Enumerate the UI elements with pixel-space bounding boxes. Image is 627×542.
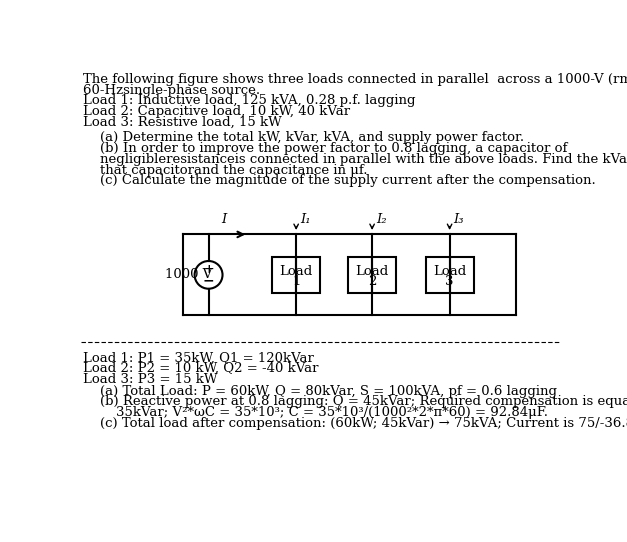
Bar <box>348 257 396 293</box>
Bar <box>426 257 473 293</box>
Text: (b) In order to improve the power factor to 0.8 lagging, a capacitor of: (b) In order to improve the power factor… <box>100 142 567 155</box>
Text: I: I <box>221 212 226 225</box>
Text: that capacitorand the capacitance in μf.: that capacitorand the capacitance in μf. <box>100 164 367 177</box>
Text: Load: Load <box>280 264 313 278</box>
Text: 3: 3 <box>445 275 454 288</box>
Text: I₃: I₃ <box>453 212 464 225</box>
Text: 1: 1 <box>292 275 300 288</box>
Text: I₁: I₁ <box>300 212 310 225</box>
Text: 35kVar; V²*ωC = 35*10³; C = 35*10³/(1000²*2*π*60) = 92.84μF.: 35kVar; V²*ωC = 35*10³; C = 35*10³/(1000… <box>115 406 547 419</box>
Text: 60-Hzsingle-phase source.: 60-Hzsingle-phase source. <box>83 83 260 96</box>
Text: 2: 2 <box>368 275 376 288</box>
Text: −: − <box>203 273 214 287</box>
Text: (c) Calculate the magnitude of the supply current after the compensation.: (c) Calculate the magnitude of the suppl… <box>100 175 596 188</box>
Text: 1000 V: 1000 V <box>165 268 213 281</box>
Text: Load: Load <box>356 264 389 278</box>
Text: Load: Load <box>433 264 466 278</box>
Text: Load 1: P1 = 35kW, Q1 = 120kVar: Load 1: P1 = 35kW, Q1 = 120kVar <box>83 351 314 364</box>
Bar <box>272 257 320 293</box>
Text: Load 3: Resistive load, 15 kW: Load 3: Resistive load, 15 kW <box>83 116 282 129</box>
Text: I₂: I₂ <box>376 212 387 225</box>
Text: (a) Determine the total kW, kVar, kVA, and supply power factor.: (a) Determine the total kW, kVar, kVA, a… <box>100 131 524 144</box>
Text: (b) Reactive power at 0.8 lagging: Q = 45kVar; Required compensation is equal to: (b) Reactive power at 0.8 lagging: Q = 4… <box>100 395 627 408</box>
Text: Load 2: Capacitive load, 10 kW, 40 kVar: Load 2: Capacitive load, 10 kW, 40 kVar <box>83 105 350 118</box>
Text: The following figure shows three loads connected in parallel  across a 1000-V (r: The following figure shows three loads c… <box>83 73 627 86</box>
Text: +: + <box>203 263 214 276</box>
Text: negligibleresistanceis connected in parallel with the above loads. Find the kVar: negligibleresistanceis connected in para… <box>100 153 627 166</box>
Text: (a) Total Load: P = 60kW, Q = 80kVar, S = 100kVA, pf = 0.6 lagging: (a) Total Load: P = 60kW, Q = 80kVar, S … <box>100 385 557 398</box>
Text: Load 1: Inductive load, 125 kVA, 0.28 p.f. lagging: Load 1: Inductive load, 125 kVA, 0.28 p.… <box>83 94 416 107</box>
Text: (c) Total load after compensation: (60kW; 45kVar) → 75kVA; Current is 75/-36.87°: (c) Total load after compensation: (60kW… <box>100 417 627 430</box>
Text: Load 3: P3 = 15 kW: Load 3: P3 = 15 kW <box>83 373 218 386</box>
Text: Load 2: P2 = 10 kW, Q2 = -40 kVar: Load 2: P2 = 10 kW, Q2 = -40 kVar <box>83 362 319 375</box>
